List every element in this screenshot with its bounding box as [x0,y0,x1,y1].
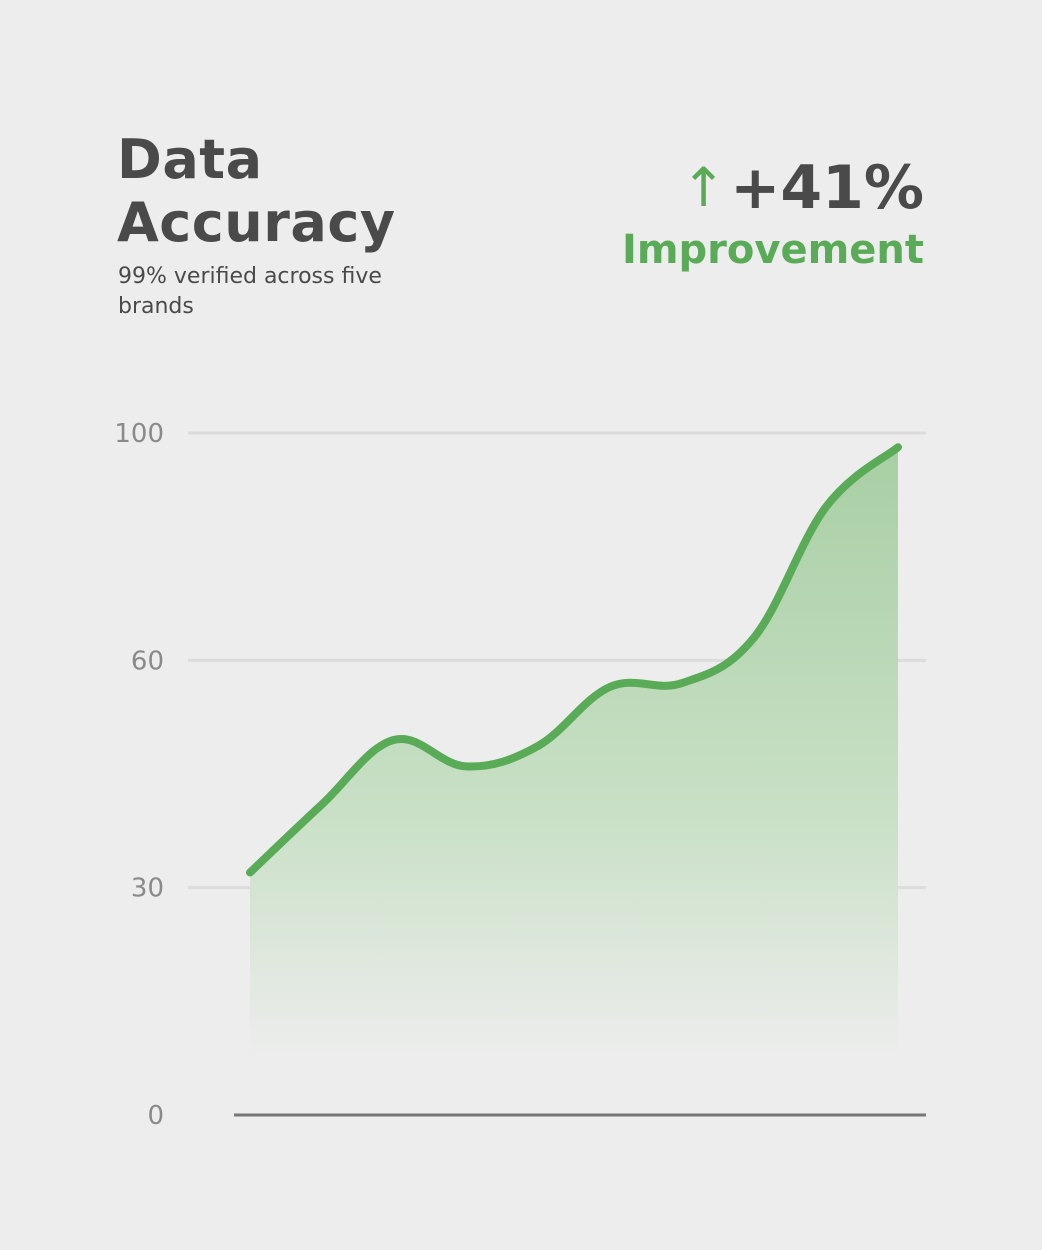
y-tick-label: 100 [114,419,164,449]
y-tick-label: 30 [131,874,164,904]
title-line-1: Data [117,128,263,191]
chart-title: Data Accuracy [117,128,396,254]
area-fill [250,447,898,1060]
kpi-label: Improvement [621,227,924,273]
subtitle: 99% verified across five brands [118,264,382,319]
series-line [246,443,902,877]
y-tick-label: 0 [147,1101,164,1131]
arrow-up-icon: ↑ [680,156,727,219]
title-line-2: Accuracy [117,191,396,254]
kpi-value-row: ↑ +41% [622,150,924,226]
y-tick-label: 60 [131,646,164,676]
kpi-block: ↑ +41% Improvement [622,150,924,274]
kpi-value: +41% [730,153,924,223]
